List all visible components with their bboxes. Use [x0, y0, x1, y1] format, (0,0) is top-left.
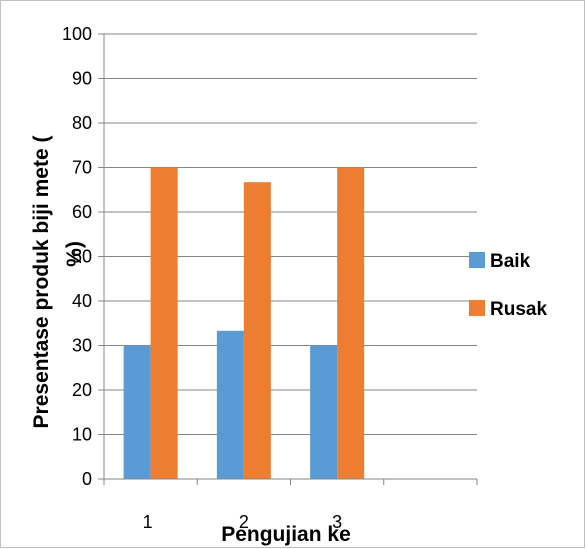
- x-tick-label: 1: [143, 512, 153, 532]
- x-tick-label: 3: [332, 512, 342, 532]
- y-tick-label: 10: [72, 425, 92, 445]
- y-tick-label: 20: [72, 380, 92, 400]
- bars: [123, 167, 365, 479]
- y-tick-label: 50: [72, 247, 92, 267]
- axes: [98, 33, 478, 485]
- bar-baik-2: [216, 330, 244, 479]
- bar-rusak-3: [337, 167, 365, 479]
- bar-baik-3: [310, 345, 338, 479]
- legend-label-baik: Baik: [490, 251, 531, 272]
- y-tick-label: 0: [82, 469, 92, 489]
- y-tick-label: 30: [72, 336, 92, 356]
- bar-rusak-1: [150, 167, 178, 479]
- x-tick-labels: 1 2 3: [143, 512, 343, 532]
- bar-baik-1: [123, 345, 151, 479]
- y-tick-label: 70: [72, 158, 92, 178]
- legend-swatch-baik: [469, 252, 485, 268]
- y-tick-label: 80: [72, 113, 92, 133]
- y-axis-title-line1: Presentase produk biji mete (: [30, 136, 53, 429]
- y-tick-label: 90: [72, 69, 92, 89]
- legend-swatch-rusak: [469, 300, 485, 316]
- y-tick-label: 60: [72, 202, 92, 222]
- y-tick-label: 100: [62, 24, 92, 44]
- legend: Baik Rusak: [469, 251, 547, 320]
- x-tick-label: 2: [239, 512, 249, 532]
- y-tick-labels: 0 10 20 30 40 50 60 70 80 90 100: [62, 24, 92, 489]
- x-axis-title: Pengujian ke: [221, 523, 351, 546]
- bar-rusak-2: [243, 182, 271, 479]
- legend-label-rusak: Rusak: [490, 299, 547, 320]
- y-axis-title-line2: %): [63, 241, 86, 267]
- y-tick-label: 40: [72, 291, 92, 311]
